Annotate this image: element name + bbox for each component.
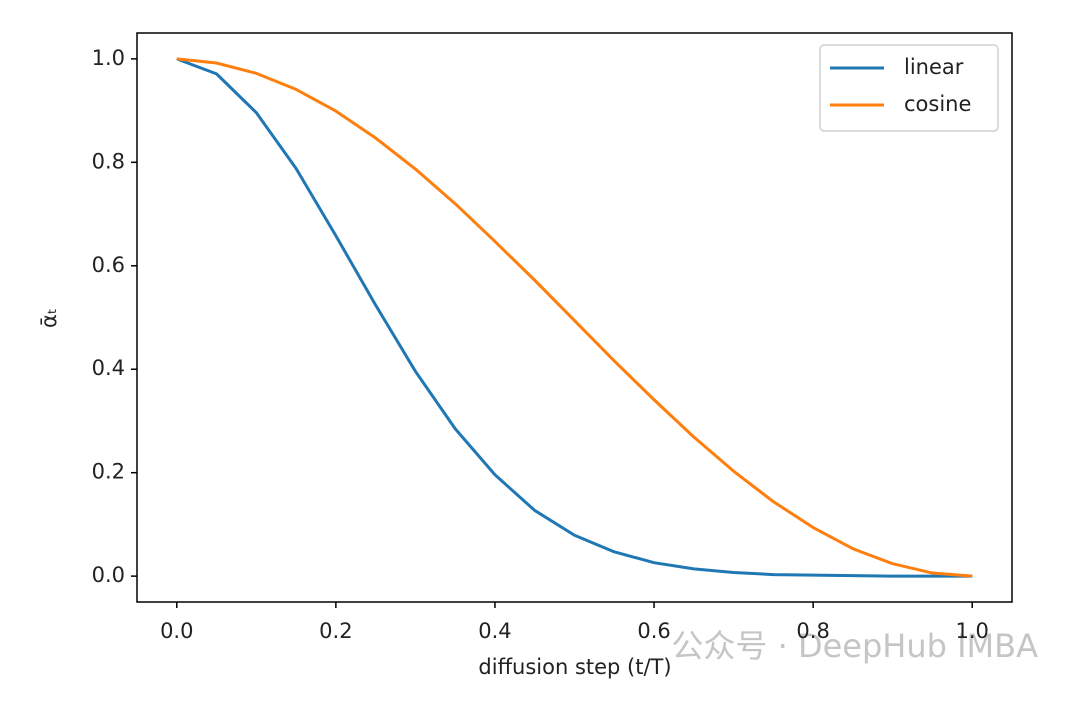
y-axis-label: ᾱₜ	[37, 308, 61, 328]
y-tick-label: 0.0	[92, 563, 125, 587]
y-tick-label: 0.6	[92, 253, 125, 277]
y-tick-label: 0.8	[92, 149, 125, 173]
y-tick-label: 1.0	[92, 46, 125, 70]
legend-label: cosine	[904, 92, 971, 116]
y-tick-label: 0.4	[92, 356, 125, 380]
x-tick-label: 0.0	[160, 619, 193, 643]
x-tick-label: 0.6	[637, 619, 670, 643]
x-tick-label: 0.4	[478, 619, 511, 643]
series-line	[176, 57, 973, 578]
x-axis-label: diffusion step (t/T)	[478, 655, 671, 679]
watermark: 公众号 · DeepHub IMBA	[671, 627, 1038, 665]
x-tick-label: 1.0	[956, 619, 989, 643]
y-tick-label: 0.2	[92, 460, 125, 484]
x-tick-label: 0.8	[796, 619, 829, 643]
legend-label: linear	[904, 55, 964, 79]
plot-frame	[136, 32, 1013, 603]
series-line	[176, 57, 973, 578]
x-tick-label: 0.2	[319, 619, 352, 643]
